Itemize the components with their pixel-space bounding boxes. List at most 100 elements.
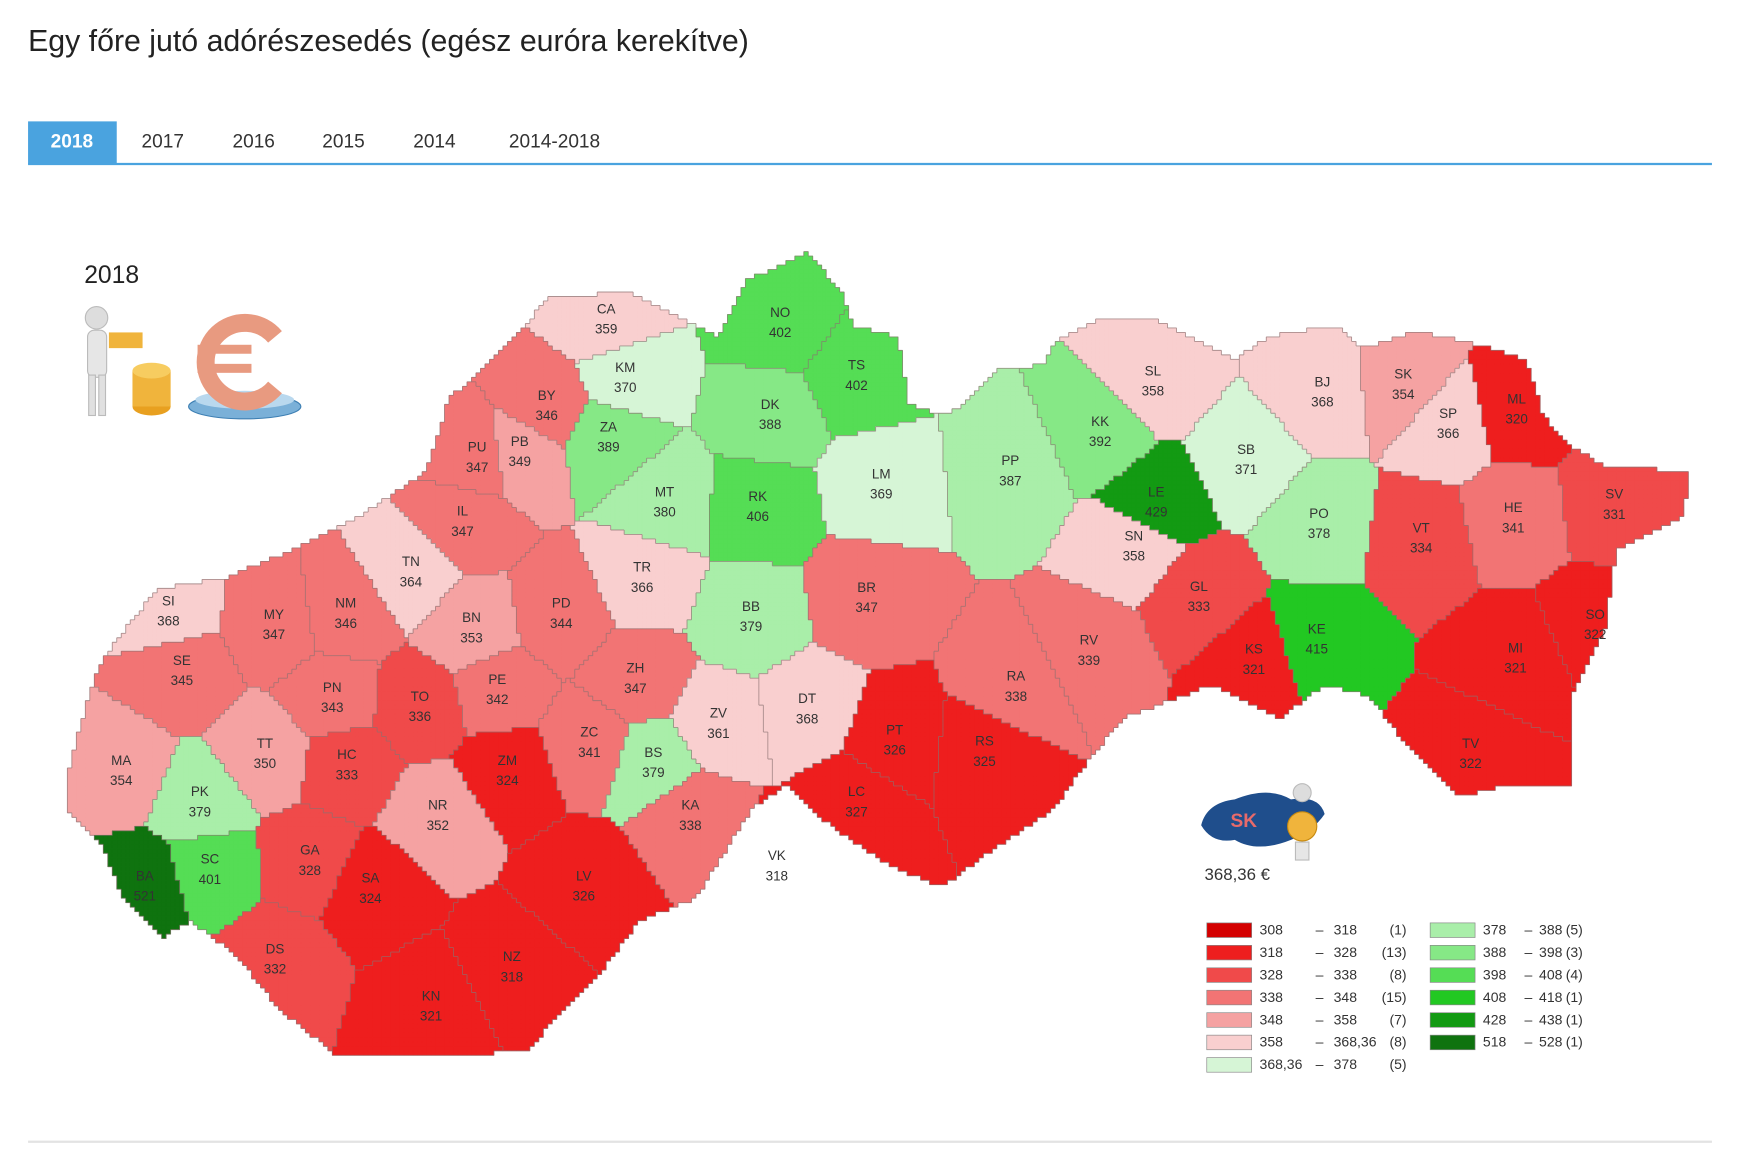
legend-swatch	[1429, 967, 1476, 983]
district-code: BJ	[1315, 374, 1331, 389]
legend-swatch	[1429, 1034, 1476, 1051]
district-value: 429	[1145, 505, 1167, 520]
district-code: PB	[511, 434, 529, 449]
district-code: MI	[1508, 641, 1523, 656]
district-value: 326	[572, 889, 594, 904]
district-code: KM	[615, 360, 635, 375]
district-value: 392	[1089, 434, 1111, 449]
district	[812, 412, 953, 553]
district-value: 402	[769, 325, 791, 340]
district-value: 352	[427, 818, 449, 833]
tab-active-bg	[28, 121, 117, 165]
legend-separator: –	[1316, 1056, 1324, 1072]
district-code: SE	[173, 653, 191, 668]
district-code: TR	[633, 560, 651, 575]
district-value: 346	[535, 408, 557, 423]
legend-separator: –	[1316, 966, 1324, 982]
tab[interactable]: 2015	[322, 132, 364, 153]
district	[843, 659, 948, 809]
district-value: 325	[973, 754, 995, 769]
sk-average-icon	[1201, 783, 1325, 861]
district	[67, 686, 180, 836]
district-code: RV	[1080, 633, 1098, 648]
district	[803, 534, 980, 670]
tab[interactable]: 2016	[232, 132, 274, 153]
district-value: 379	[642, 765, 664, 780]
tab[interactable]: 2014	[413, 132, 456, 153]
district-code: ZC	[580, 725, 598, 740]
district	[1373, 359, 1492, 486]
district	[1167, 597, 1303, 719]
legend-swatch	[1206, 922, 1253, 938]
district	[709, 453, 827, 567]
district-value: 341	[1502, 520, 1524, 535]
legend-count: (8)	[1389, 966, 1406, 982]
district-code: VK	[768, 848, 786, 863]
district	[300, 727, 409, 827]
district-value: 321	[1504, 661, 1526, 676]
page-title: Egy főre jutó adórészesedés (egész eurór…	[28, 25, 749, 58]
tab[interactable]: 2014-2018	[509, 132, 600, 153]
district-value: 368	[1311, 395, 1333, 410]
district-code: NR	[428, 798, 448, 813]
district-code: KS	[1245, 642, 1263, 657]
legend-swatch	[1206, 1012, 1253, 1028]
legend-swatch	[1206, 1057, 1253, 1073]
district-value: 331	[1603, 507, 1625, 522]
district-code: KE	[1308, 621, 1326, 636]
district	[94, 632, 248, 737]
legend-count: (5)	[1566, 921, 1583, 937]
district	[578, 426, 715, 558]
district-value: 359	[595, 322, 617, 337]
legend-from: 518	[1483, 1034, 1507, 1050]
district-value: 401	[199, 872, 221, 887]
legend-from: 408	[1483, 989, 1507, 1005]
district-value: 406	[746, 509, 768, 524]
legend-to: 528	[1539, 1034, 1563, 1050]
district-value: 333	[336, 767, 358, 782]
district-code: SV	[1605, 487, 1623, 502]
district-value: 349	[509, 454, 531, 469]
district-value: 321	[420, 1009, 442, 1024]
legend-to: 378	[1334, 1056, 1358, 1072]
district-value: 415	[1306, 642, 1328, 657]
district-value: 333	[1188, 599, 1210, 614]
district-code: LM	[872, 467, 891, 482]
district-code: RK	[748, 489, 767, 504]
district	[668, 659, 773, 787]
district-value: 318	[766, 868, 788, 883]
district-value: 361	[707, 726, 729, 741]
district-code: SC	[201, 852, 220, 867]
legend-from: 388	[1483, 944, 1507, 960]
district	[938, 368, 1078, 580]
legend-separator: –	[1524, 921, 1532, 937]
district-code: NO	[770, 305, 790, 320]
district-value: 347	[855, 600, 877, 615]
district-code: SO	[1585, 607, 1604, 622]
district-value: 366	[631, 580, 653, 595]
district	[682, 561, 814, 679]
district-code: GA	[300, 843, 319, 858]
district-code: ZV	[710, 706, 727, 721]
legend-swatch	[1429, 989, 1476, 1006]
district-value: 387	[999, 473, 1021, 488]
district	[1010, 565, 1173, 755]
district-borders	[66, 251, 1689, 1056]
district	[1239, 327, 1370, 459]
district-value: 320	[1505, 412, 1527, 427]
district	[933, 579, 1092, 760]
district-code: SA	[361, 871, 379, 886]
district-value: 338	[1005, 689, 1027, 704]
tab[interactable]: 2018	[51, 132, 94, 153]
district	[565, 399, 683, 522]
district-value: 350	[254, 756, 276, 771]
district-code: ZA	[600, 419, 617, 434]
district-value: 318	[501, 969, 523, 984]
tab[interactable]: 2017	[142, 132, 184, 153]
district-value: 334	[1410, 541, 1433, 556]
legend-count: (7)	[1389, 1011, 1406, 1027]
legend-separator: –	[1524, 1011, 1532, 1027]
district-code: CA	[597, 302, 616, 317]
district	[453, 646, 562, 737]
